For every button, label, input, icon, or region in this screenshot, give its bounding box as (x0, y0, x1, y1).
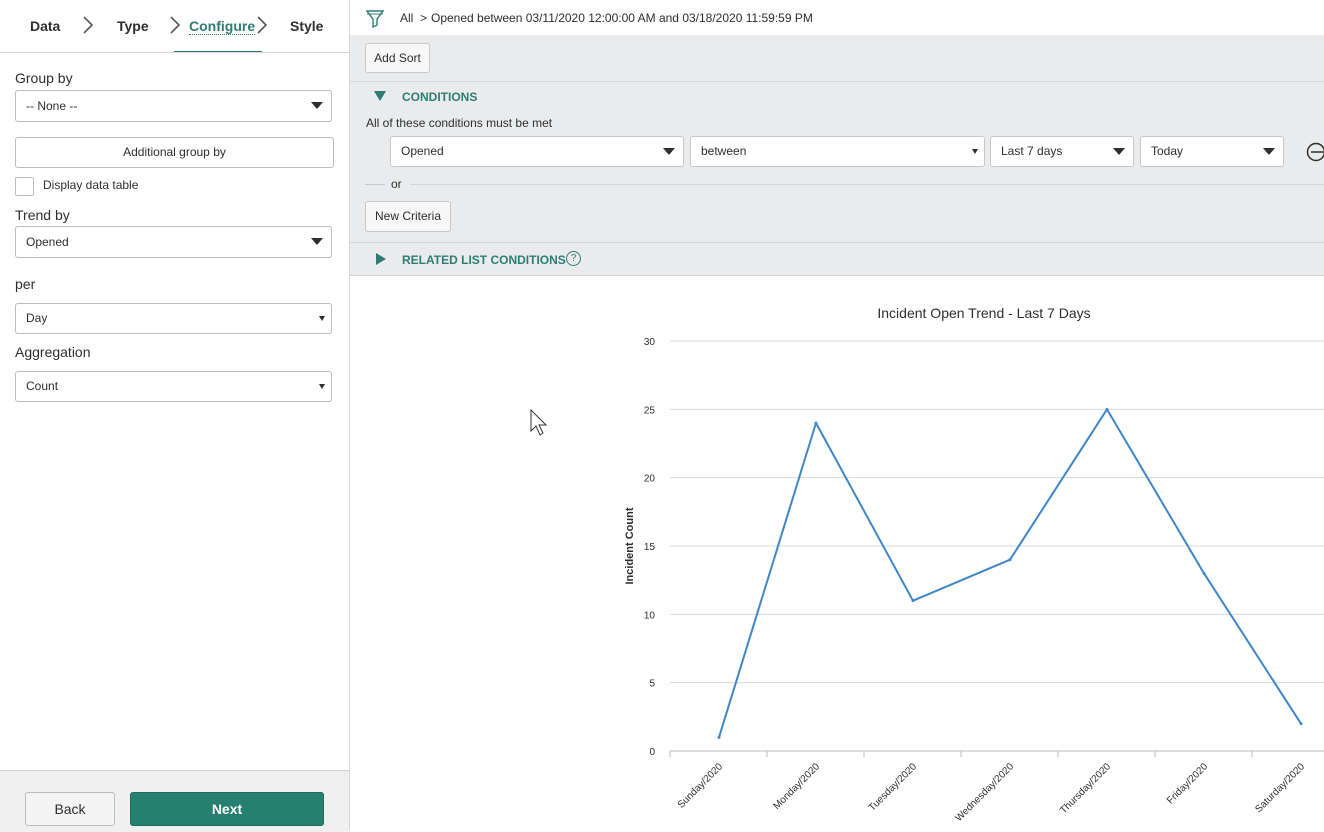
y-tick-label: 15 (644, 542, 656, 553)
data-point (1009, 558, 1012, 561)
aggregation-label: Aggregation (15, 344, 91, 360)
left-panel: Data Type Configure Style Group by -- No… (0, 0, 350, 831)
chart-title: Incident Open Trend - Last 7 Days (877, 305, 1090, 321)
display-data-table-checkbox[interactable] (15, 177, 34, 196)
x-tick-label: Thursday/2020 (1058, 761, 1113, 816)
aggregation-value: Count (26, 379, 58, 393)
expand-triangle-icon[interactable] (376, 253, 386, 265)
or-divider (410, 184, 1324, 185)
display-data-table-label: Display data table (43, 178, 138, 192)
step-data[interactable]: Data (30, 18, 60, 34)
dropdown-arrow-icon (1113, 148, 1125, 155)
step-style[interactable]: Style (290, 18, 323, 34)
data-point (718, 736, 721, 739)
condition-from-select[interactable]: Last 7 days (990, 136, 1134, 167)
y-tick-label: 5 (649, 679, 655, 690)
related-list-conditions[interactable]: RELATED LIST CONDITIONS (402, 253, 566, 267)
or-divider (365, 184, 385, 185)
trend-by-value: Opened (26, 235, 69, 249)
divider (0, 52, 349, 53)
condition-from-value: Last 7 days (1001, 144, 1062, 158)
y-tick-label: 25 (644, 405, 656, 416)
line-chart: Incident Open Trend - Last 7 Days Incide… (350, 276, 1324, 831)
y-tick-label: 10 (644, 610, 656, 621)
data-point (815, 422, 818, 425)
condition-field-select[interactable]: Opened (390, 136, 684, 167)
filter-icon[interactable] (366, 9, 384, 29)
chevron-right-icon (256, 15, 268, 35)
data-point (1203, 572, 1206, 575)
data-point (912, 599, 915, 602)
dropdown-arrow-icon (319, 384, 325, 389)
filter-breadcrumb[interactable]: Opened between 03/11/2020 12:00:00 AM an… (431, 11, 813, 25)
chevron-right-icon (82, 15, 94, 35)
per-select[interactable]: Day (15, 303, 332, 334)
conditions-header[interactable]: CONDITIONS (402, 90, 477, 104)
dropdown-arrow-icon (1263, 148, 1275, 155)
back-button[interactable]: Back (25, 792, 115, 826)
footer-bar: Back Next (0, 770, 349, 832)
divider (350, 81, 1324, 82)
group-by-label: Group by (15, 70, 73, 86)
data-point (1300, 722, 1303, 725)
step-configure[interactable]: Configure (189, 18, 255, 35)
trend-by-select[interactable]: Opened (15, 226, 332, 258)
dropdown-arrow-icon (972, 149, 978, 154)
condition-operator-value: between (701, 144, 746, 158)
group-by-select[interactable]: -- None -- (15, 90, 332, 122)
x-tick-label: Saturday/2020 (1253, 761, 1307, 815)
filter-all-link[interactable]: All (400, 11, 413, 25)
per-label: per (15, 276, 35, 292)
y-tick-label: 30 (644, 337, 656, 348)
next-button[interactable]: Next (130, 792, 324, 826)
y-tick-label: 20 (644, 474, 656, 485)
condition-builder: Add Sort CONDITIONS All of these conditi… (350, 35, 1324, 276)
divider (350, 242, 1324, 243)
help-icon[interactable]: ? (566, 251, 581, 266)
x-tick-label: Sunday/2020 (676, 761, 726, 811)
dropdown-arrow-icon (663, 148, 675, 155)
y-axis-label: Incident Count (624, 507, 636, 584)
condition-to-value: Today (1151, 144, 1183, 158)
x-tick-label: Tuesday/2020 (867, 761, 920, 814)
additional-group-by-button[interactable]: Additional group by (15, 137, 334, 168)
step-type[interactable]: Type (117, 18, 149, 34)
condition-to-select[interactable]: Today (1140, 136, 1284, 167)
per-value: Day (26, 311, 47, 325)
trend-by-label: Trend by (15, 207, 70, 223)
x-tick-label: Friday/2020 (1165, 761, 1210, 806)
collapse-triangle-icon[interactable] (374, 91, 386, 101)
aggregation-select[interactable]: Count (15, 371, 332, 402)
data-point (1106, 408, 1109, 411)
x-tick-label: Monday/2020 (771, 761, 822, 812)
condition-field-value: Opened (401, 144, 444, 158)
breadcrumb-separator: > (420, 11, 427, 25)
or-label: or (391, 177, 402, 191)
x-tick-label: Wednesday/2020 (953, 761, 1016, 824)
dropdown-arrow-icon (311, 102, 323, 109)
remove-condition-icon[interactable] (1306, 142, 1324, 162)
dropdown-arrow-icon (311, 238, 323, 245)
new-criteria-button[interactable]: New Criteria (365, 201, 451, 232)
condition-operator-select[interactable]: between (690, 136, 985, 167)
chevron-right-icon (169, 15, 181, 35)
dropdown-arrow-icon (319, 316, 325, 321)
conditions-all-met: All of these conditions must be met (366, 116, 552, 130)
add-sort-button[interactable]: Add Sort (365, 43, 430, 73)
y-tick-label: 0 (649, 747, 655, 758)
series-line (719, 409, 1301, 737)
group-by-value: -- None -- (26, 99, 77, 113)
mouse-cursor-icon (530, 409, 550, 439)
filter-breadcrumb-bar: All > Opened between 03/11/2020 12:00:00… (350, 0, 1324, 36)
